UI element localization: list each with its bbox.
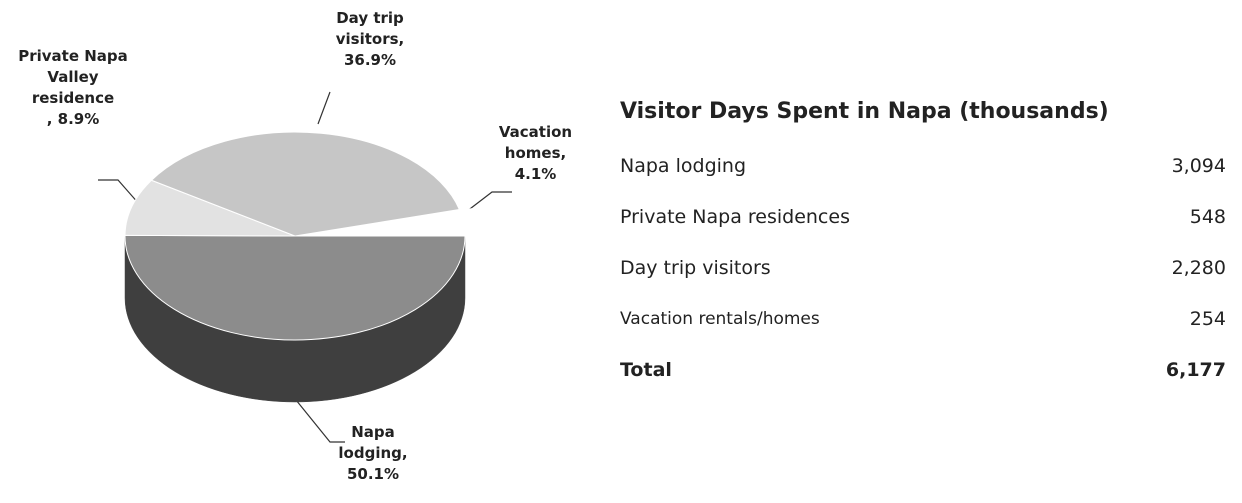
value-label: , 8.9%: [46, 110, 100, 128]
row-value: 548: [1189, 205, 1226, 228]
pie-top: [150, 131, 461, 237]
pie-label: Vacation homes, 4.1%: [478, 122, 593, 185]
leader-line: [461, 191, 512, 216]
row-label: Total: [620, 358, 672, 381]
value-label: 4.1%: [514, 165, 557, 183]
table-row: Napa lodging 3,094: [620, 140, 1226, 191]
leader-line: [295, 399, 345, 443]
pie-slice: [124, 234, 466, 403]
table-title: Visitor Days Spent in Napa (thousands): [620, 99, 1109, 124]
pie-top: [308, 207, 480, 236]
leader-line: [98, 179, 141, 206]
row-label: Private Napa residences: [620, 205, 850, 228]
value-label: 36.9%: [343, 51, 397, 69]
pie-top: [124, 179, 296, 237]
category-label: Napa lodging,: [338, 423, 408, 462]
pie-chart: [98, 91, 512, 443]
table-row: Day trip visitors 2,280: [620, 242, 1226, 293]
table-row: Private Napa residences 548: [620, 191, 1226, 242]
table-row: Total 6,177: [620, 344, 1226, 395]
category-label: Day trip visitors,: [335, 9, 405, 48]
pie-top: [124, 234, 466, 341]
pie-label: Private Napa Valley residence , 8.9%: [18, 46, 128, 130]
row-label: Day trip visitors: [620, 256, 771, 279]
category-label: Vacation homes,: [498, 123, 573, 162]
row-value: 6,177: [1165, 358, 1226, 381]
row-value: 254: [1189, 307, 1226, 330]
leader-lines: [98, 91, 512, 443]
table-body: Napa lodging 3,094 Private Napa residences…: [620, 140, 1226, 395]
leader-line: [317, 91, 331, 125]
value-label: 50.1%: [346, 465, 400, 483]
row-label: Napa lodging: [620, 154, 747, 177]
row-value: 3,094: [1171, 154, 1226, 177]
category-label: Private Napa Valley residence: [18, 47, 128, 107]
table-row: Vacation rentals/homes 254: [620, 293, 1226, 344]
table: Visitor Days Spent in Napa (thousands) N…: [620, 92, 1226, 395]
pie-slice: [150, 131, 461, 237]
pie-slice: [308, 207, 480, 236]
row-value: 2,280: [1171, 256, 1226, 279]
pie-slice: [124, 179, 296, 237]
pie-label: Day trip visitors, 36.9%: [320, 8, 420, 71]
pie-label: Napa lodging, 50.1%: [318, 422, 428, 485]
row-label: Vacation rentals/homes: [620, 308, 820, 329]
